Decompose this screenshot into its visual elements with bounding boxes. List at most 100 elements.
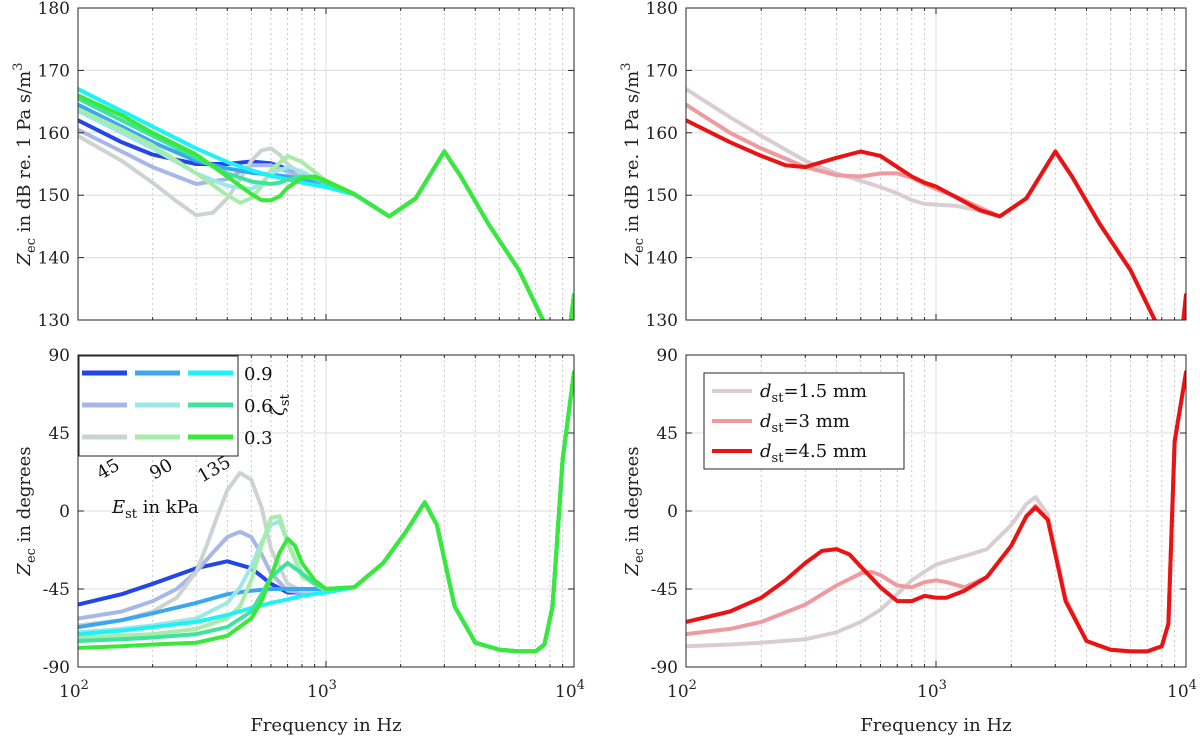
y-label-subscript: ec xyxy=(632,548,647,563)
y-label-symbol: Z xyxy=(14,563,35,577)
series-group xyxy=(686,87,1186,320)
y-tick-label: -90 xyxy=(651,658,678,678)
y-label-symbol: Z xyxy=(14,253,35,267)
legend-symbol: d xyxy=(760,381,772,402)
legend-row-label: 0.6 xyxy=(244,396,273,417)
x-tick-base: 10 xyxy=(59,682,81,702)
legend-x-subscript: st xyxy=(125,507,138,522)
x-tick-label: 103 xyxy=(917,678,947,702)
minor-gridlines xyxy=(760,8,1176,320)
y-label-subscript: ec xyxy=(24,238,39,253)
y-tick-label: 180 xyxy=(38,0,70,19)
y-tick-label: -45 xyxy=(43,580,70,600)
y-label-symbol: Z xyxy=(622,253,643,267)
x-ticks xyxy=(77,8,575,320)
y-tick-label: 90 xyxy=(656,346,678,366)
legend-y-subscript: st xyxy=(278,393,293,406)
x-tick-exponent: 3 xyxy=(939,678,947,693)
x-ticks xyxy=(77,355,575,667)
legend-x-symbol: E xyxy=(111,497,125,518)
y-tick-label: 150 xyxy=(646,186,678,206)
y-axis: -90 -45 0 45 90 xyxy=(651,346,1186,678)
y-axis: 130 140 150 160 170 180 xyxy=(38,0,574,331)
legend-y-label: ζst xyxy=(268,393,293,415)
y-tick-label: 140 xyxy=(38,249,70,269)
legend-col-label: 90 xyxy=(146,455,176,485)
y-tick-label: 160 xyxy=(646,124,678,144)
y-label-text: in degrees xyxy=(14,446,35,548)
legend-row-label: 0.3 xyxy=(244,428,273,449)
y-label-symbol: Z xyxy=(622,563,643,577)
y-tick-label: 150 xyxy=(38,186,70,206)
legend-subscript: st xyxy=(772,451,785,466)
legend-symbol: d xyxy=(760,411,772,432)
y-axis-label: Zec in dB re. 1 Pa s/m3 xyxy=(11,62,39,266)
legend-entry-label: dst=4.5 mm xyxy=(760,441,867,466)
x-tick-base: 10 xyxy=(917,682,939,702)
legend-text: =3 mm xyxy=(783,411,849,432)
x-tick-base: 10 xyxy=(667,682,689,702)
legend-entry-label: dst=1.5 mm xyxy=(760,381,867,406)
x-tick-label: 102 xyxy=(59,678,89,702)
legend-subscript: st xyxy=(772,391,785,406)
y-tick-label: 90 xyxy=(48,346,70,366)
legend-x-text: in kPa xyxy=(137,497,199,518)
legend-symbol: d xyxy=(760,441,772,462)
y-tick-label: 45 xyxy=(656,424,678,444)
y-axis-label: Zec in dB re. 1 Pa s/m3 xyxy=(619,62,647,266)
y-label-text: in degrees xyxy=(622,446,643,548)
y-axis: -90 -45 0 45 90 xyxy=(43,346,574,678)
x-tick-exponent: 4 xyxy=(1189,678,1197,693)
y-label-superscript: 3 xyxy=(619,62,634,70)
x-tick-exponent: 3 xyxy=(329,678,337,693)
x-tick-base: 10 xyxy=(1167,682,1189,702)
x-ticks xyxy=(685,355,1187,667)
legend-text: =4.5 mm xyxy=(783,441,867,462)
legend-subscript: st xyxy=(772,421,785,436)
x-tick-exponent: 2 xyxy=(689,678,697,693)
x-ticks xyxy=(685,8,1187,320)
y-label-superscript: 3 xyxy=(11,62,26,70)
x-tick-label: 104 xyxy=(1167,678,1197,702)
series-line-2 xyxy=(686,370,1186,654)
x-axis-label: Frequency in Hz xyxy=(860,715,1011,736)
y-tick-label: 170 xyxy=(646,61,678,81)
series-group xyxy=(686,370,1186,654)
y-tick-label: 130 xyxy=(38,311,70,331)
y-tick-label: 140 xyxy=(646,249,678,269)
x-tick-base: 10 xyxy=(555,682,577,702)
series-group xyxy=(78,370,574,654)
x-tick-base: 10 xyxy=(307,682,329,702)
y-tick-label: 45 xyxy=(48,424,70,444)
y-axis-label: Zec in degrees xyxy=(14,446,39,576)
series-line-8 xyxy=(78,93,574,320)
x-tick-exponent: 4 xyxy=(577,678,585,693)
x-tick-label: 102 xyxy=(667,678,697,702)
x-tick-label: 104 xyxy=(555,678,585,702)
y-label-text: in dB re. 1 Pa s/m xyxy=(14,71,35,238)
y-tick-label: -45 xyxy=(651,580,678,600)
y-axis-label: Zec in degrees xyxy=(622,446,647,576)
y-tick-label: 0 xyxy=(59,502,70,522)
y-label-subscript: ec xyxy=(632,238,647,253)
series-line-8 xyxy=(78,370,574,654)
legend-entry-label: dst=3 mm xyxy=(760,411,850,436)
x-tick-exponent: 2 xyxy=(81,678,89,693)
legend-col-label: 45 xyxy=(93,455,123,485)
y-label-text: in dB re. 1 Pa s/m xyxy=(622,71,643,238)
y-tick-label: 130 xyxy=(646,311,678,331)
legend-frame xyxy=(78,355,239,457)
y-label-subscript: ec xyxy=(24,548,39,563)
y-tick-label: 160 xyxy=(38,124,70,144)
legend-row-label: 0.9 xyxy=(244,364,273,385)
legend-text: =1.5 mm xyxy=(783,381,867,402)
y-tick-label: -90 xyxy=(43,658,70,678)
y-axis: 130 140 150 160 170 180 xyxy=(646,0,1186,331)
series-line-2 xyxy=(686,118,1186,320)
top-left-panel: 130 140 150 160 170 180 Zec in dB re. 1 Pa s/m… xyxy=(11,0,575,331)
legend-y-symbol: ζ xyxy=(268,405,289,416)
